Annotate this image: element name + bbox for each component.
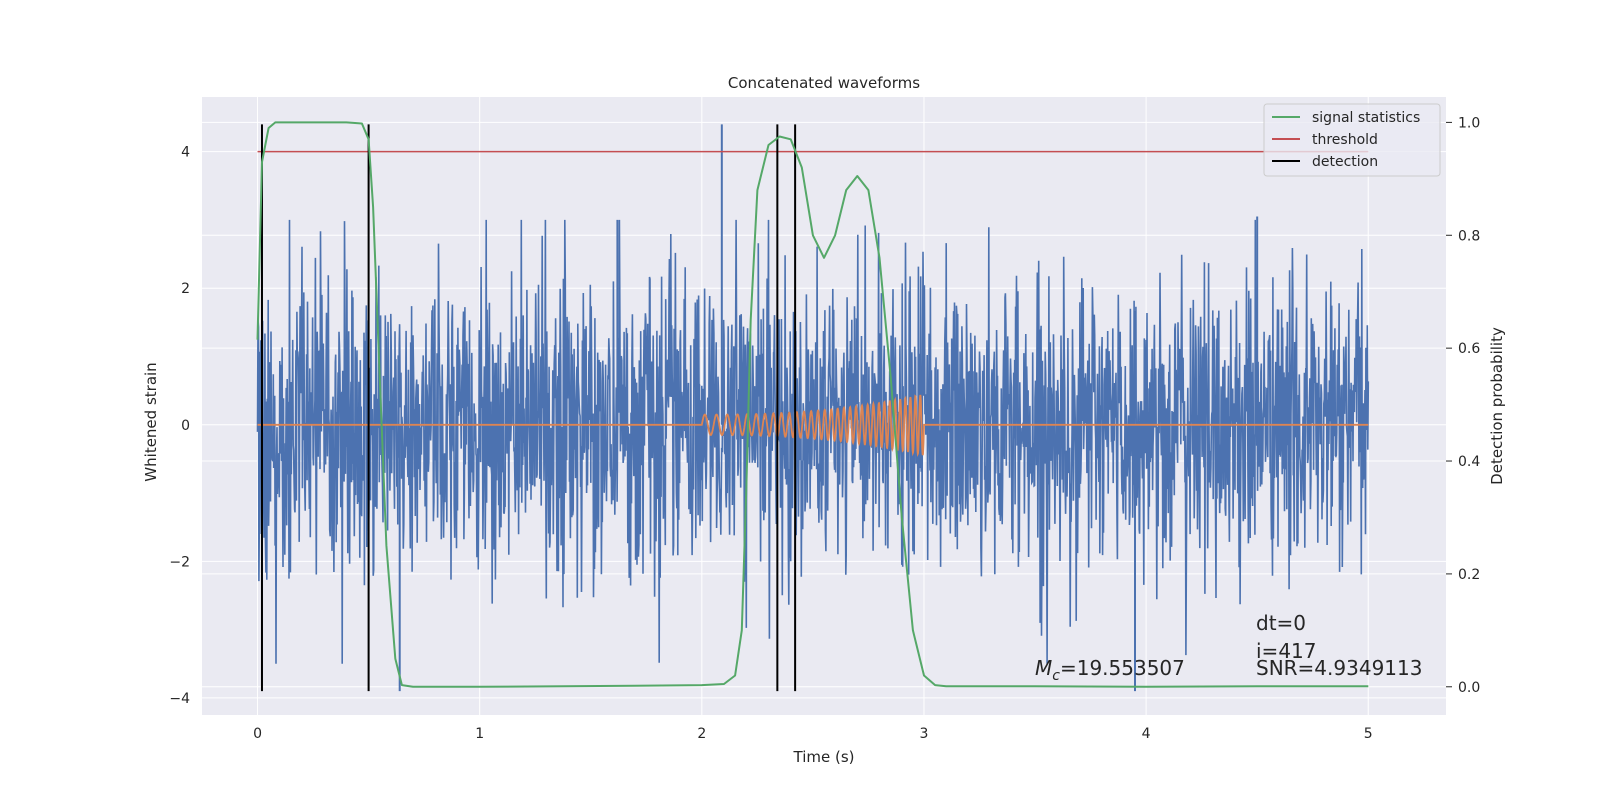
y-tick-label: 2 — [181, 281, 190, 297]
x-tick-label: 4 — [1142, 726, 1151, 742]
y2-tick-label: 0.4 — [1458, 454, 1480, 470]
y-axis-label: Whitened strain — [142, 362, 160, 481]
y2-tick-label: 0.8 — [1458, 228, 1480, 244]
legend-label-threshold: threshold — [1312, 132, 1378, 148]
signal-statistics-line — [256, 121, 1369, 688]
ticks: 0 1 2 3 4 5 −4 −2 0 2 4 0.0 0.2 0.4 0.6 0.8 1.0 — [169, 115, 1480, 742]
annotation-mc-subscript: c — [1052, 668, 1060, 684]
y-tick-label: 0 — [181, 418, 190, 434]
y2-axis-label: Detection probability — [1488, 327, 1506, 485]
x-tick-label: 5 — [1364, 726, 1373, 742]
x-tick-label: 1 — [475, 726, 484, 742]
chirp-series-line — [257, 394, 1369, 457]
y-tick-label: −2 — [169, 554, 190, 570]
annotation-snr: SNR=4.9349113 — [1256, 656, 1422, 680]
y-tick-label: 4 — [181, 145, 190, 161]
x-axis-label: Time (s) — [793, 748, 855, 766]
y-tick-label: −4 — [169, 691, 190, 707]
x-tick-label: 3 — [920, 726, 929, 742]
legend-label-detection: detection — [1312, 154, 1378, 170]
annotation-dt: dt=0 — [1256, 611, 1306, 635]
y2-tick-label: 0.2 — [1458, 567, 1480, 583]
y2-tick-label: 0.6 — [1458, 341, 1480, 357]
chart-title: Concatenated waveforms — [728, 74, 920, 92]
annotation-mc-value: =19.553507 — [1060, 656, 1185, 680]
annotation-i: i=417 — [1256, 639, 1317, 663]
x-tick-label: 2 — [697, 726, 706, 742]
legend-box — [1263, 103, 1441, 177]
y2-tick-label: 0.0 — [1458, 680, 1480, 696]
data-layer — [256, 121, 1370, 692]
x-tick-label: 0 — [253, 726, 262, 742]
annotation-mc-symbol: M — [1035, 656, 1052, 680]
legend-label-signal-statistics: signal statistics — [1312, 110, 1420, 126]
y2-tick-label: 1.0 — [1458, 115, 1480, 131]
legend: signal statistics threshold detection — [1263, 103, 1441, 177]
annotation-mc: Mc=19.553507 — [1035, 656, 1185, 684]
